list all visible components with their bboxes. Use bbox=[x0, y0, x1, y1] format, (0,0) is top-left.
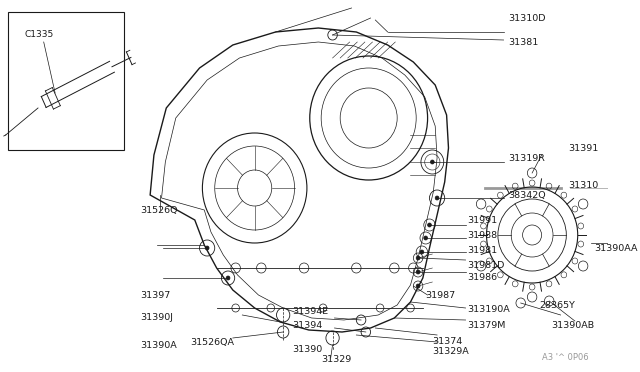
Circle shape bbox=[420, 250, 424, 254]
Text: 31986: 31986 bbox=[467, 273, 498, 282]
Circle shape bbox=[428, 223, 431, 227]
Circle shape bbox=[416, 256, 420, 260]
Text: 31381: 31381 bbox=[508, 38, 539, 46]
Text: 31329: 31329 bbox=[321, 356, 351, 365]
Circle shape bbox=[205, 246, 209, 250]
Text: 31394E: 31394E bbox=[292, 308, 329, 317]
Circle shape bbox=[416, 270, 420, 274]
Bar bbox=[8, 12, 124, 150]
Text: 31310: 31310 bbox=[568, 180, 598, 189]
Text: 31981: 31981 bbox=[467, 246, 498, 254]
Text: 31526Q: 31526Q bbox=[141, 205, 178, 215]
Text: 313190A: 313190A bbox=[467, 305, 510, 314]
Text: 31390J: 31390J bbox=[141, 314, 173, 323]
Text: 31391: 31391 bbox=[568, 144, 598, 153]
Text: 31390: 31390 bbox=[292, 346, 323, 355]
Text: 28365Y: 28365Y bbox=[540, 301, 575, 310]
Text: 31991: 31991 bbox=[467, 215, 498, 224]
Text: 31390AA: 31390AA bbox=[594, 244, 637, 253]
Text: 31329A: 31329A bbox=[433, 347, 469, 356]
Circle shape bbox=[424, 236, 428, 240]
Circle shape bbox=[226, 276, 230, 280]
Text: 31310D: 31310D bbox=[508, 13, 546, 22]
Text: 31981D: 31981D bbox=[467, 260, 505, 269]
Text: 31379M: 31379M bbox=[467, 321, 506, 330]
Text: 31374: 31374 bbox=[433, 337, 463, 346]
Text: 31988: 31988 bbox=[467, 231, 498, 240]
Text: 31394: 31394 bbox=[292, 321, 323, 330]
Text: 31987: 31987 bbox=[426, 292, 456, 301]
Text: 31390A: 31390A bbox=[141, 340, 177, 350]
Text: 31319R: 31319R bbox=[508, 154, 545, 163]
Text: A3 '^ 0P06: A3 '^ 0P06 bbox=[543, 353, 589, 362]
Circle shape bbox=[416, 284, 420, 288]
Text: 31390AB: 31390AB bbox=[551, 321, 594, 330]
Circle shape bbox=[435, 196, 439, 200]
Circle shape bbox=[431, 160, 434, 164]
Text: 31526QA: 31526QA bbox=[190, 337, 234, 346]
Text: 38342Q: 38342Q bbox=[508, 190, 546, 199]
Text: 31397: 31397 bbox=[141, 291, 171, 299]
Text: C1335: C1335 bbox=[25, 29, 54, 38]
